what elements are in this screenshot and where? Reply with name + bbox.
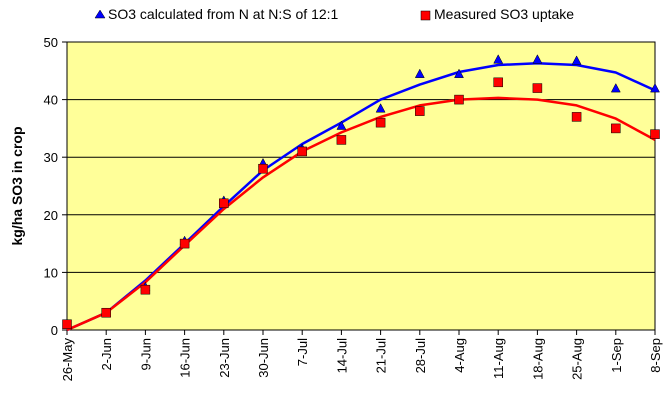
x-tick-label: 2-Jun [99, 338, 114, 371]
x-tick-label: 25-Aug [570, 338, 585, 380]
legend-marker-calculated [94, 9, 106, 19]
data-point-calculated [375, 103, 386, 113]
data-point-calculated [414, 68, 425, 78]
data-point-measured [258, 163, 268, 174]
data-point-measured [650, 129, 660, 139]
data-point-calculated [493, 54, 504, 64]
x-tick-label: 14-Jul [334, 338, 349, 374]
legend-marker-measured [420, 10, 431, 21]
x-tick-label: 1-Sep [609, 338, 624, 373]
x-tick-label: 16-Jun [178, 338, 193, 378]
x-tick-label: 8-Sep [648, 338, 663, 373]
legend-label-calculated: SO3 calculated from N at N:S of 12:1 [108, 6, 339, 22]
data-point-measured [454, 94, 464, 105]
grid-lines [67, 99, 655, 273]
data-point-measured [532, 83, 543, 93]
data-point-measured [493, 77, 503, 88]
y-axis-title: kg/ha SO3 in crop [9, 126, 25, 245]
legend-label-measured: Measured SO3 uptake [434, 6, 574, 22]
x-tick-label: 18-Aug [530, 338, 545, 380]
data-point-measured [336, 135, 347, 145]
y-tick-label: 30 [44, 150, 58, 165]
data-point-measured [62, 319, 72, 329]
x-tick-label: 23-Jun [217, 338, 232, 378]
x-tick-label: 4-Aug [452, 338, 467, 373]
data-point-measured [375, 117, 386, 128]
y-tick-label: 20 [44, 208, 58, 223]
data-point-calculated [336, 120, 347, 130]
data-point-measured [179, 238, 190, 249]
x-tick-label: 7-Jul [295, 338, 310, 366]
data-point-measured [297, 146, 307, 157]
data-point-calculated [532, 54, 543, 64]
data-point-measured [611, 123, 621, 134]
data-points [62, 54, 660, 329]
data-point-measured [219, 198, 229, 209]
x-tick-label: 11-Aug [491, 338, 506, 379]
y-tick-label: 0 [51, 323, 58, 338]
x-tick-label: 26-May [60, 338, 75, 382]
y-tick-label: 10 [44, 265, 58, 280]
data-point-calculated [571, 55, 582, 65]
x-tick-label: 9-Jun [138, 338, 153, 371]
y-tick-label: 50 [44, 35, 58, 50]
x-tick-label: 28-Jul [413, 338, 428, 374]
trend-lines [66, 62, 656, 332]
data-point-measured [101, 307, 111, 318]
data-point-measured [571, 112, 582, 122]
data-point-measured [140, 284, 151, 295]
legend: SO3 calculated from N at N:S of 12:1 Mea… [94, 6, 574, 22]
data-point-calculated [454, 68, 464, 78]
plot-area [66, 41, 656, 331]
axes: 0 10 20 30 40 50 26-May 2-Jun 9-Jun 16-Jun 23-Jun 3… [44, 35, 663, 381]
x-tick-label: 30-Jun [256, 338, 271, 378]
y-tick-label: 40 [44, 93, 58, 108]
x-tick-label: 21-Jul [374, 338, 389, 374]
data-point-calculated [610, 83, 621, 93]
data-point-measured [415, 106, 425, 116]
data-point-calculated [650, 83, 660, 93]
trend-line-measured [66, 96, 656, 332]
